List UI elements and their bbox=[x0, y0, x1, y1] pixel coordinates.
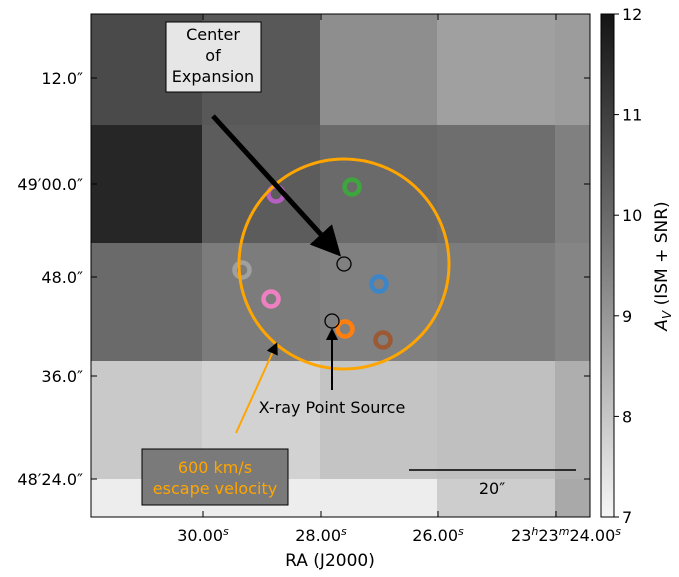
heatmap-cell bbox=[91, 125, 202, 243]
x-tick-label: 26.00s bbox=[412, 525, 464, 545]
center-label-box bbox=[165, 21, 262, 93]
marker-gray bbox=[232, 260, 252, 280]
heatmap-cell bbox=[555, 243, 590, 361]
marker-brown bbox=[373, 330, 393, 350]
center-label-line-2: of bbox=[205, 46, 221, 65]
center-label-line-1: Center bbox=[186, 25, 240, 44]
marker-green bbox=[342, 177, 362, 197]
heatmap-cell bbox=[91, 243, 202, 361]
center-arrow bbox=[211, 114, 342, 257]
y-axis: 12.0″ 49′00.0″ 48.0″ 36.0″ 48′24.0″ bbox=[17, 69, 590, 489]
xray-label: X-ray Point Source bbox=[259, 398, 406, 417]
x-axis-label: RA (J2000) bbox=[285, 551, 375, 571]
velocity-label-line-1: 600 km/s bbox=[178, 458, 252, 477]
colorbar-tick-label: 11 bbox=[622, 106, 642, 125]
colorbar-tick-label: 8 bbox=[622, 407, 632, 426]
heatmap-cell bbox=[437, 243, 555, 361]
y-tick-label: 12.0″ bbox=[41, 69, 83, 88]
y-tick-label: 48.0″ bbox=[41, 268, 83, 287]
escape-velocity-circle bbox=[237, 157, 451, 371]
y-tick-label: 49′00.0″ bbox=[17, 175, 83, 194]
heatmap-cell bbox=[202, 243, 320, 361]
heatmap-cell bbox=[437, 14, 555, 125]
plot-frame bbox=[90, 13, 591, 518]
marker-pink bbox=[261, 289, 281, 309]
heatmap-cell bbox=[320, 14, 437, 125]
scale-bar-label: 20″ bbox=[479, 479, 505, 498]
heatmap-cell bbox=[320, 125, 437, 243]
heatmap-cell bbox=[202, 125, 320, 243]
velocity-arrow bbox=[235, 342, 278, 434]
heatmap-cell bbox=[555, 361, 590, 479]
colorbar-tick-label: 9 bbox=[622, 307, 632, 326]
y-tick-label: 48′24.0″ bbox=[17, 470, 83, 489]
colorbar-tick-label: 7 bbox=[622, 508, 632, 527]
x-tick-label: 30.00s bbox=[177, 525, 229, 545]
heatmap-cell bbox=[437, 361, 555, 479]
heatmap-cell bbox=[320, 243, 437, 361]
heatmap-cell bbox=[437, 479, 555, 517]
x-tick-label: 28.00s bbox=[295, 525, 347, 545]
center-of-expansion-marker bbox=[336, 256, 352, 272]
y-tick-label: 36.0″ bbox=[41, 367, 83, 386]
velocity-label-line-2: escape velocity bbox=[153, 479, 277, 498]
colorbar-tick-label: 12 bbox=[622, 5, 642, 24]
center-label-line-3: Expansion bbox=[172, 67, 254, 86]
heatmap-cell bbox=[437, 125, 555, 243]
x-axis: 30.00s 28.00s 26.00s 23h23m24.00s bbox=[177, 14, 621, 545]
colorbar-tick-label: 10 bbox=[622, 206, 642, 225]
heatmap-cell bbox=[555, 479, 590, 517]
x-tick-label: 23h23m24.00s bbox=[511, 525, 621, 545]
heatmap-cell bbox=[555, 14, 590, 125]
colorbar bbox=[600, 13, 615, 518]
heatmap-cell bbox=[320, 479, 437, 517]
colorbar-ticks: 7 8 9 10 11 12 bbox=[614, 5, 642, 527]
velocity-label-box bbox=[141, 448, 289, 506]
colorbar-label: AV (ISM + SNR) bbox=[652, 201, 674, 331]
marker-blue bbox=[369, 274, 389, 294]
heatmap-cell bbox=[320, 361, 437, 479]
